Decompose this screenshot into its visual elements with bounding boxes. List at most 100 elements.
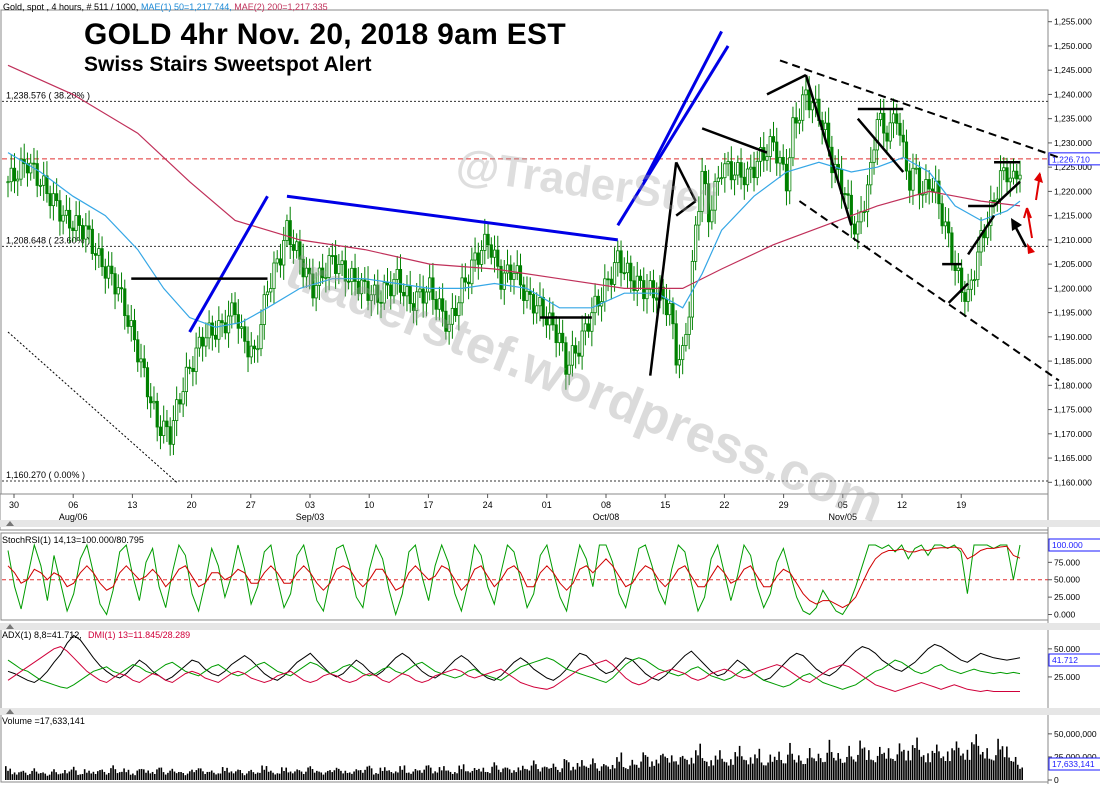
volume-bar	[79, 774, 82, 780]
candle-body	[538, 296, 542, 307]
volume-bar	[644, 755, 647, 780]
volume-bar	[33, 768, 36, 780]
volume-bar	[743, 759, 745, 780]
candle-body	[989, 199, 993, 227]
candle-body	[142, 358, 146, 369]
candle-body	[181, 391, 185, 405]
candle-body	[421, 288, 425, 304]
volume-bar	[283, 770, 285, 780]
volume-bar	[543, 766, 546, 780]
volume-bar	[90, 773, 93, 780]
volume-bar	[175, 773, 178, 780]
volume-bar	[517, 767, 520, 780]
price-tick-label: 1,225.000	[1054, 162, 1092, 172]
candle-body	[366, 281, 370, 301]
volume-bar	[75, 770, 77, 780]
volume-bar	[918, 749, 921, 780]
time-tick-label: 08	[601, 500, 611, 510]
candle-body	[162, 420, 166, 437]
volume-bar	[635, 764, 638, 780]
volume-bar	[782, 763, 785, 780]
volume-bar	[394, 771, 397, 780]
candle-body	[872, 149, 876, 163]
volume-bar	[66, 773, 68, 780]
candle-body	[45, 175, 49, 195]
volume-bar	[701, 758, 704, 780]
volume-bar	[979, 754, 982, 780]
candle-body	[298, 241, 302, 260]
candle-body	[891, 113, 896, 124]
volume-bar	[1021, 767, 1023, 780]
candle-body	[457, 302, 461, 317]
volume-bar	[681, 755, 684, 780]
fib-level-label: 1,238.576 ( 38.20% )	[6, 90, 90, 100]
candle-body	[308, 267, 312, 275]
volume-bar	[530, 765, 533, 780]
volume-bar	[340, 770, 342, 780]
candle-body	[716, 177, 720, 182]
stoch-value-box	[1048, 538, 1100, 552]
candle-body	[577, 352, 581, 357]
candle-body	[363, 279, 367, 282]
candle-body	[736, 162, 740, 176]
volume-bar	[570, 770, 572, 780]
volume-bar	[151, 771, 154, 780]
volume-bar	[377, 773, 379, 780]
volume-bar	[668, 762, 671, 780]
volume-bar	[296, 769, 298, 780]
price-tick-label: 1,220.000	[1054, 186, 1092, 196]
volume-bar	[107, 772, 110, 780]
volume-bar	[524, 768, 526, 780]
volume-bar	[432, 773, 434, 780]
volume-bar	[703, 760, 706, 780]
candle-body	[1005, 167, 1009, 183]
volume-bar	[986, 748, 988, 780]
candle-body	[369, 294, 373, 301]
time-tick-label: 30	[9, 500, 19, 510]
volume-bar	[949, 761, 951, 780]
volume-bar	[633, 764, 636, 780]
volume-bar	[460, 769, 463, 780]
volume-bar	[526, 769, 528, 780]
volume-bar	[344, 770, 347, 780]
time-tick-label: 10	[364, 500, 374, 510]
candle-body	[408, 286, 412, 304]
volume-bar	[806, 758, 809, 780]
candle-body	[862, 211, 866, 213]
candle-body	[311, 273, 315, 299]
volume-bar	[857, 754, 859, 780]
stoch-signal-line	[7, 545, 1021, 609]
volume-bar	[379, 767, 382, 780]
candle-body	[418, 288, 422, 293]
volume-bar	[922, 755, 925, 780]
volume-bar	[182, 773, 185, 780]
candle-body	[74, 215, 78, 231]
volume-bar	[929, 762, 931, 780]
volume-tick-label: 25,000,000	[1054, 752, 1097, 762]
header-mae2: MAE(2) 200=1,217.335	[234, 2, 328, 12]
volume-bar	[535, 764, 537, 780]
volume-bar	[721, 758, 723, 780]
volume-bar	[160, 767, 163, 780]
dotted-support-line	[7, 331, 177, 483]
volume-bar	[302, 773, 305, 780]
candle-body	[314, 285, 318, 299]
price-tick-label: 1,240.000	[1054, 89, 1092, 99]
volume-bar	[760, 762, 763, 780]
candle-body	[719, 177, 724, 180]
candle-body	[972, 279, 977, 282]
volume-bar	[659, 755, 662, 780]
header-symbol: Gold, spot , 4 hours, # 511 / 1000,	[3, 2, 139, 12]
volume-bar	[353, 771, 355, 780]
volume-bar	[434, 771, 436, 780]
volume-bar	[274, 774, 277, 780]
volume-bar	[355, 769, 358, 780]
volume-bar	[1019, 768, 1021, 780]
candle-body	[265, 291, 270, 296]
time-tick-label: 20	[187, 500, 197, 510]
volume-bar	[995, 755, 997, 780]
volume-bar	[467, 771, 469, 780]
volume-bar	[42, 772, 44, 780]
candle-body	[593, 295, 597, 314]
volume-bar	[48, 774, 51, 780]
